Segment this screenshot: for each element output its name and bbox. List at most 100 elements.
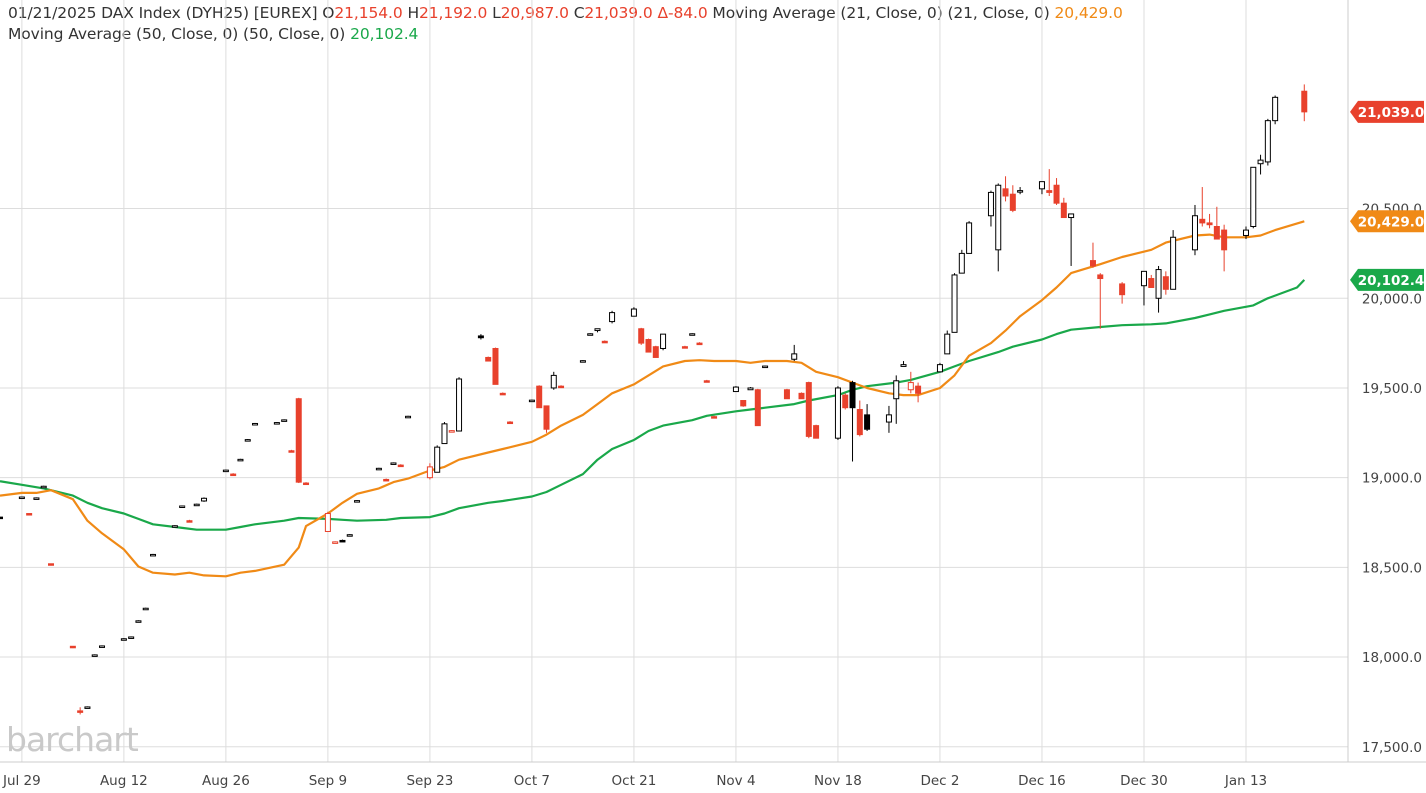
candle-body	[477, 335, 484, 339]
candle-body	[252, 422, 259, 426]
candle-body	[1301, 90, 1308, 113]
candle-body	[1119, 283, 1126, 296]
candle-body	[900, 364, 907, 367]
header-symbol: DAX Index (DYH25) [EUREX]	[101, 4, 318, 22]
candle-body	[441, 423, 448, 445]
candle-body	[390, 462, 397, 465]
candle-body	[885, 414, 892, 423]
x-tick-label: Nov 18	[814, 773, 862, 789]
candle-body	[645, 339, 652, 353]
candle-body	[798, 392, 805, 400]
candle-body	[0, 516, 3, 520]
candle-body	[142, 607, 149, 611]
candle-body	[1272, 96, 1279, 122]
candle-body	[448, 430, 455, 433]
candle-body	[1257, 159, 1264, 165]
candle-body	[944, 333, 951, 355]
candle-body	[951, 274, 958, 333]
candle-body	[536, 385, 543, 409]
candle-body	[754, 389, 761, 427]
candle-body	[1242, 229, 1249, 236]
candle-body	[179, 505, 186, 509]
candle-body	[18, 496, 25, 500]
header-high-label: H	[407, 4, 420, 22]
candle-body	[339, 539, 346, 543]
header-close-value: 21,039.0	[584, 4, 653, 22]
candle-body	[237, 458, 244, 462]
candle-body	[630, 308, 637, 317]
header-high-value: 21,192.0	[419, 4, 488, 22]
x-tick-label: Sep 23	[406, 773, 453, 789]
candle-body	[864, 414, 871, 430]
candle-body	[135, 620, 142, 623]
header-ma50-value: 20,102.4	[350, 25, 419, 43]
x-tick-label: Aug 12	[100, 773, 148, 789]
header-low-value: 20,987.0	[500, 4, 569, 22]
y-tick-label: 18,500.0	[1362, 560, 1422, 576]
candle-body	[1148, 278, 1155, 288]
candle-body	[507, 421, 514, 425]
candle-body	[834, 387, 841, 439]
candle-body	[587, 333, 594, 336]
x-tick-label: Jan 13	[1224, 773, 1267, 789]
header-change: Δ-84.0	[657, 4, 708, 22]
candle-body	[813, 425, 820, 439]
candle-body	[485, 356, 492, 362]
candle-body	[1155, 269, 1162, 299]
candle-body	[346, 534, 353, 537]
candle-body	[609, 312, 616, 323]
candle-body	[1053, 184, 1060, 204]
header-open-value: 21,154.0	[334, 4, 403, 22]
candle-body	[966, 222, 973, 254]
candle-body	[696, 342, 703, 346]
candle-body	[915, 385, 922, 394]
candle-body	[805, 382, 812, 437]
candle-body	[1009, 193, 1016, 211]
header-low-label: L	[492, 4, 501, 22]
x-tick-label: Jul 29	[2, 773, 41, 789]
barchart-logo: barchart	[6, 720, 139, 759]
candle-body	[69, 645, 76, 649]
candle-body	[1250, 166, 1257, 227]
candle-body	[288, 450, 295, 453]
header-ma50-label: Moving Average (50, Close, 0) (50, Close…	[8, 25, 346, 43]
header-close-label: C	[573, 4, 585, 22]
candle-body	[434, 446, 441, 473]
candle-body	[638, 328, 645, 344]
candle-body	[150, 553, 157, 557]
candle-body	[1038, 181, 1045, 190]
candle-body	[1191, 215, 1198, 251]
candle-body	[1002, 188, 1009, 197]
candle-body	[354, 500, 361, 503]
y-tick-label: 18,000.0	[1362, 650, 1422, 666]
candle-body	[281, 419, 288, 422]
price-label-tag	[1350, 100, 1424, 123]
chart-header-line-1: 01/21/2025 DAX Index (DYH25) [EUREX] O21…	[8, 4, 1123, 22]
candle-body	[849, 382, 856, 409]
x-tick-label: Dec 16	[1018, 773, 1066, 789]
candle-body	[856, 408, 863, 436]
candle-body	[783, 389, 790, 400]
candle-body	[1170, 236, 1177, 290]
candle-body	[405, 415, 412, 419]
candle-body	[681, 346, 688, 349]
candle-body	[171, 525, 178, 528]
candle-body	[1221, 229, 1228, 251]
candle-body	[186, 520, 193, 523]
price-label-text: 20,429.0	[1358, 214, 1425, 230]
ma21-line	[0, 220, 1305, 578]
candle-body	[492, 347, 499, 385]
chart-header-line-2: Moving Average (50, Close, 0) (50, Close…	[8, 25, 418, 43]
candle-body	[660, 333, 667, 349]
candle-body	[383, 478, 390, 482]
price-label-text: 21,039.0	[1358, 105, 1425, 121]
candle-body	[740, 400, 747, 407]
candle-body	[33, 497, 40, 500]
y-tick-label: 20,000.0	[1362, 291, 1422, 307]
candle-body	[1206, 222, 1213, 226]
candle-body	[791, 353, 798, 360]
candle-body	[244, 439, 251, 442]
candle-body	[543, 405, 550, 430]
candle-body	[1213, 226, 1220, 240]
